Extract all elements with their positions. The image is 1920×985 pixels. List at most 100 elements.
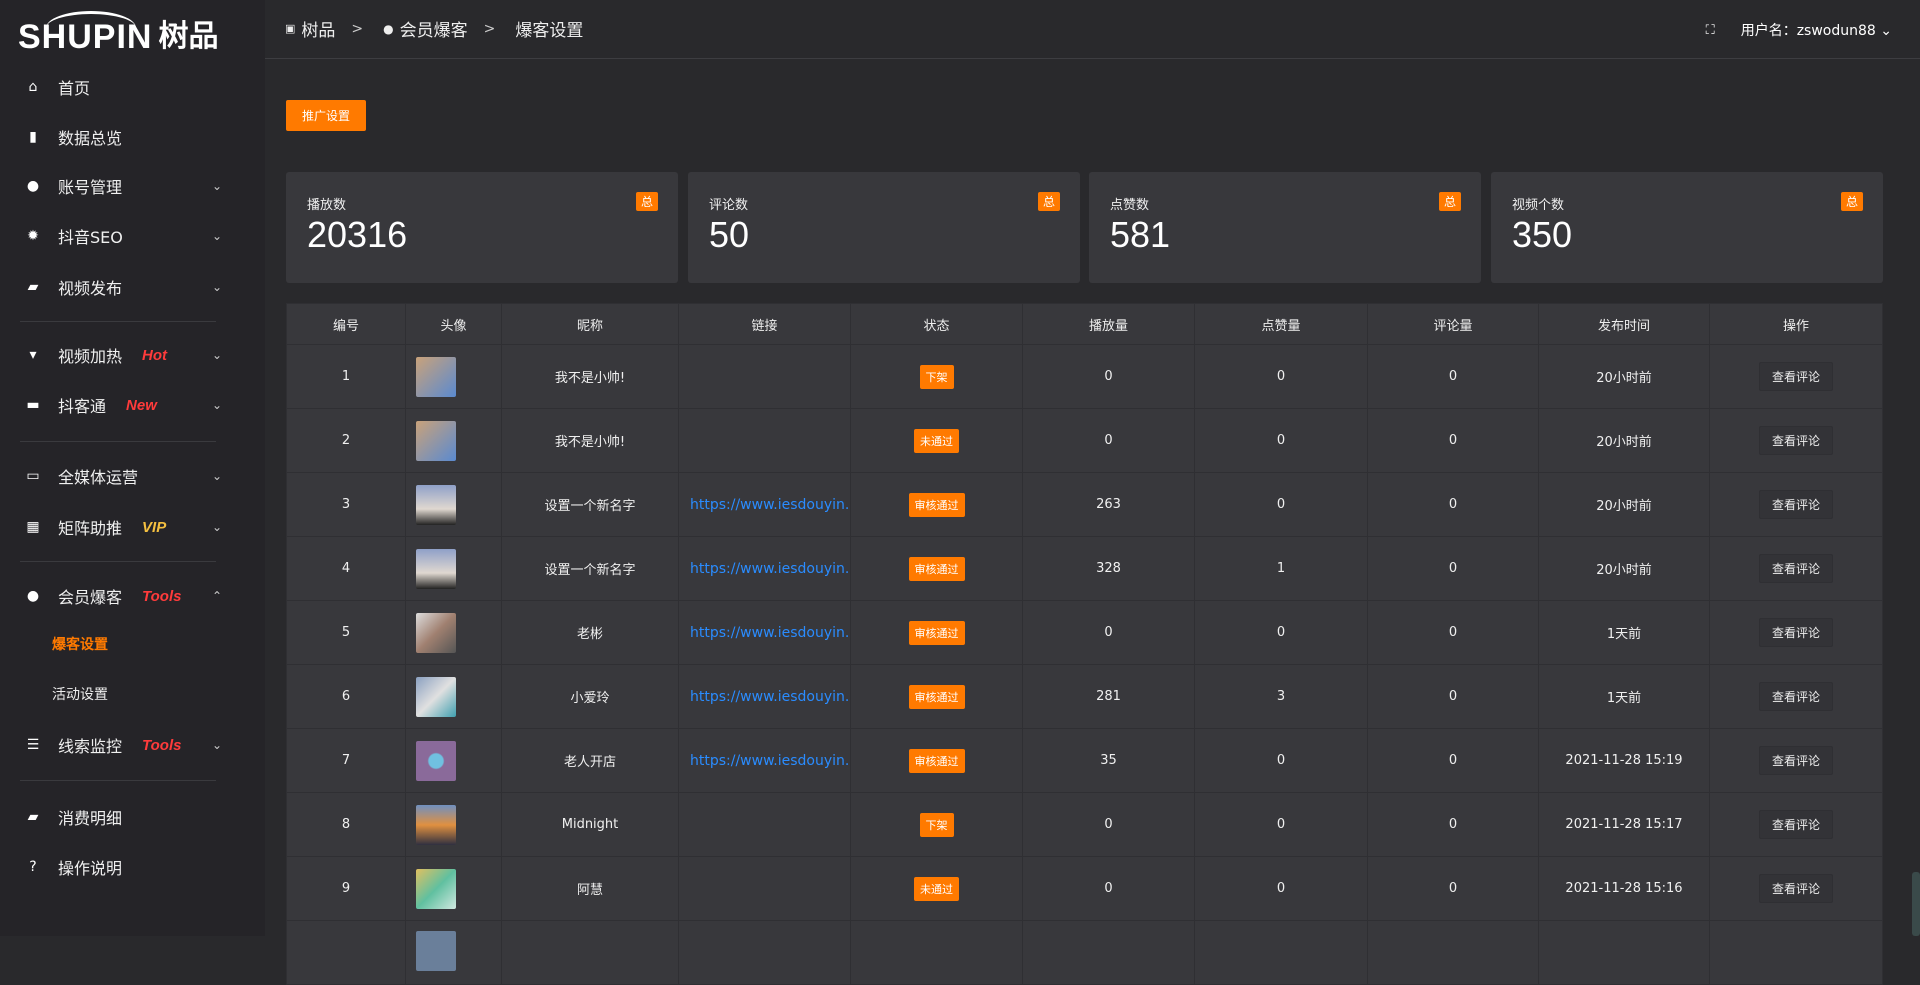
sidebar-item-9[interactable]: ● 会员爆客 Tools ⌃ bbox=[0, 576, 265, 616]
view-comments-button[interactable]: 查看评论 bbox=[1758, 746, 1833, 775]
table-row: 5 老彬 https://www.iesdouyin.c 审核通过 0 0 0 … bbox=[286, 600, 1883, 665]
nickname: 设置一个新名字 bbox=[501, 536, 679, 601]
user-menu[interactable]: 用户名：zswodun88 ⌄ bbox=[1741, 20, 1892, 40]
breadcrumb-current: 爆客设置 bbox=[515, 21, 584, 41]
view-comments-button[interactable]: 查看评论 bbox=[1758, 874, 1833, 903]
column-header: 昵称 bbox=[501, 303, 679, 345]
sidebar-tag: VIP bbox=[142, 518, 167, 536]
total-badge: 总 bbox=[635, 192, 658, 211]
video-link[interactable]: https://www.iesdouyin.c bbox=[690, 752, 850, 769]
video-link[interactable]: https://www.iesdouyin.c bbox=[690, 624, 850, 641]
sidebar-subitem-0[interactable]: 爆客设置 bbox=[52, 637, 108, 653]
publish-time: 20小时前 bbox=[1538, 536, 1710, 601]
wallet-icon: ▰ bbox=[27, 809, 39, 825]
likes: 0 bbox=[1194, 472, 1368, 537]
video-link[interactable]: https://www.iesdouyin.c bbox=[690, 560, 850, 577]
table-row: 2 我不是小帅! 未通过 0 0 0 20小时前 查看评论 bbox=[286, 408, 1883, 473]
table-row: 9 阿慧 未通过 0 0 0 2021-11-28 15:16 查看评论 bbox=[286, 856, 1883, 921]
sliders-icon: ☰ bbox=[26, 737, 40, 753]
comments: 0 bbox=[1367, 536, 1539, 601]
fullscreen-icon[interactable]: ⛶ bbox=[1705, 22, 1715, 38]
stat-value: 20316 bbox=[307, 214, 408, 255]
publish-time: 2021-11-28 15:16 bbox=[1538, 856, 1710, 921]
sidebar-item-7[interactable]: ▭ 全媒体运营 ⌄ bbox=[0, 456, 265, 496]
logo[interactable]: SHUPIN 树品 bbox=[18, 10, 218, 55]
status-badge: 审核通过 bbox=[908, 556, 965, 581]
sidebar-subitem-1[interactable]: 活动设置 bbox=[52, 687, 108, 703]
video-link[interactable]: https://www.iesdouyin.c bbox=[690, 496, 850, 513]
comments: 0 bbox=[1367, 664, 1539, 729]
likes: 3 bbox=[1194, 664, 1368, 729]
row-id: 7 bbox=[286, 728, 406, 793]
status-badge: 审核通过 bbox=[908, 748, 965, 773]
stat-card: 播放数 20316 总 bbox=[286, 172, 678, 283]
status-badge: 下架 bbox=[919, 364, 954, 389]
sidebar-item-10[interactable]: ☰ 线索监控 Tools ⌄ bbox=[0, 725, 265, 765]
sidebar-item-8[interactable]: ▦ 矩阵助推 VIP ⌄ bbox=[0, 507, 265, 547]
plays: 35 bbox=[1022, 728, 1195, 793]
chevron-right-icon: > bbox=[483, 20, 496, 37]
sidebar-item-0[interactable]: ⌂ 首页 bbox=[0, 67, 265, 107]
status-badge: 未通过 bbox=[914, 876, 959, 901]
divider bbox=[20, 321, 216, 322]
view-comments-button[interactable]: 查看评论 bbox=[1758, 682, 1833, 711]
view-comments-button[interactable]: 查看评论 bbox=[1758, 554, 1833, 583]
publish-time: 2021-11-28 15:17 bbox=[1538, 792, 1710, 857]
view-comments-button[interactable]: 查看评论 bbox=[1758, 618, 1833, 647]
sidebar-item-2[interactable]: ● 账号管理 ⌄ bbox=[0, 166, 265, 206]
sidebar-item-label: 数据总览 bbox=[58, 129, 123, 148]
sidebar-item-label: 首页 bbox=[58, 79, 91, 98]
comments: 0 bbox=[1367, 792, 1539, 857]
column-header: 操作 bbox=[1709, 303, 1883, 345]
sidebar-item-11[interactable]: ▰ 消费明细 bbox=[0, 797, 265, 837]
sidebar-item-12[interactable]: ? 操作说明 bbox=[0, 847, 265, 887]
publish-time: 1天前 bbox=[1538, 664, 1710, 729]
chevron-down-icon: ⌄ bbox=[212, 738, 223, 752]
total-badge: 总 bbox=[1840, 192, 1863, 211]
comments: 0 bbox=[1367, 344, 1539, 409]
sidebar-tag: New bbox=[126, 396, 157, 414]
breadcrumb-home[interactable]: 树品 bbox=[301, 21, 336, 41]
sidebar-item-4[interactable]: ▰ 视频发布 ⌄ bbox=[0, 267, 265, 307]
video-link[interactable]: https://www.iesdouyin.c bbox=[690, 688, 850, 705]
table-row: 3 设置一个新名字 https://www.iesdouyin.c 审核通过 2… bbox=[286, 472, 1883, 537]
likes: 0 bbox=[1194, 600, 1368, 665]
avatar bbox=[416, 484, 456, 525]
row-id: 8 bbox=[286, 792, 406, 857]
view-comments-button[interactable]: 查看评论 bbox=[1758, 362, 1833, 391]
status-badge: 审核通过 bbox=[908, 684, 965, 709]
publish-time: 1天前 bbox=[1538, 600, 1710, 665]
row-id: 4 bbox=[286, 536, 406, 601]
likes: 1 bbox=[1194, 536, 1368, 601]
table-row: 4 设置一个新名字 https://www.iesdouyin.c 审核通过 3… bbox=[286, 536, 1883, 601]
avatar bbox=[416, 548, 456, 589]
comments: 0 bbox=[1367, 728, 1539, 793]
plays: 281 bbox=[1022, 664, 1195, 729]
scrollbar[interactable] bbox=[1912, 872, 1920, 936]
divider bbox=[20, 561, 216, 562]
view-comments-button[interactable]: 查看评论 bbox=[1758, 426, 1833, 455]
sidebar-item-6[interactable]: ▬ 抖客通 New ⌄ bbox=[0, 385, 265, 425]
view-comments-button[interactable]: 查看评论 bbox=[1758, 490, 1833, 519]
table-row: 7 老人开店 https://www.iesdouyin.c 审核通过 35 0… bbox=[286, 728, 1883, 793]
row-id: 5 bbox=[286, 600, 406, 665]
row-id: 9 bbox=[286, 856, 406, 921]
sidebar: SHUPIN 树品 ⌂ 首页 ▮ 数据总览 ● 账号管理 ⌄ ✹ 抖音SEO ⌄ ▰ 视频发布 ⌄ ▾ 视频… bbox=[0, 0, 265, 936]
chevron-down-icon: ⌄ bbox=[1880, 23, 1892, 39]
sidebar-item-label: 全媒体运营 bbox=[58, 468, 139, 487]
sidebar-item-3[interactable]: ✹ 抖音SEO ⌄ bbox=[0, 216, 265, 256]
likes: 0 bbox=[1194, 856, 1368, 921]
camera-icon: ▰ bbox=[27, 279, 39, 295]
promo-settings-button[interactable]: 推广设置 bbox=[286, 100, 366, 131]
chevron-down-icon: ⌄ bbox=[212, 398, 223, 412]
likes: 0 bbox=[1194, 408, 1368, 473]
billboard-icon: ▾ bbox=[29, 347, 37, 363]
comments: 0 bbox=[1367, 600, 1539, 665]
plays: 328 bbox=[1022, 536, 1195, 601]
sidebar-item-1[interactable]: ▮ 数据总览 bbox=[0, 117, 265, 157]
view-comments-button[interactable]: 查看评论 bbox=[1758, 810, 1833, 839]
plays: 0 bbox=[1022, 408, 1195, 473]
breadcrumb-member[interactable]: 会员爆客 bbox=[399, 21, 468, 41]
sidebar-item-5[interactable]: ▾ 视频加热 Hot ⌄ bbox=[0, 335, 265, 375]
status-badge: 审核通过 bbox=[908, 492, 965, 517]
